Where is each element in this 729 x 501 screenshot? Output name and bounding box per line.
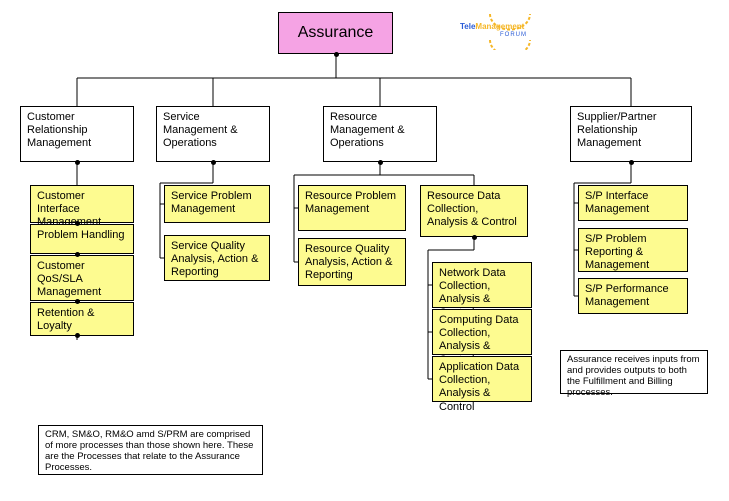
logo-text-left: Tele [460,22,475,31]
group-label: Customer Relationship Management [27,111,91,149]
leaf-label: Application Data Collection, Analysis & … [439,361,519,413]
leaf-label: Resource Data Collection, Analysis & Con… [427,190,517,228]
note-text: Assurance receives inputs from and provi… [567,354,700,398]
leaf-node: Application Data Collection, Analysis & … [432,356,532,402]
leaf-label: Customer QoS/SLA Management [37,260,101,298]
group-label: Resource Management & Operations [330,111,405,149]
leaf-node: Service Quality Analysis, Action & Repor… [164,235,270,281]
footnote-left: CRM, SM&O, RM&O amd S/PRM are comprised … [38,425,263,475]
footnote-right: Assurance receives inputs from and provi… [560,350,708,394]
leaf-node: S/P Performance Management [578,278,688,314]
leaf-node: Network Data Collection, Analysis & Cont… [432,262,532,308]
group-label: Supplier/Partner Relationship Management [577,111,657,149]
group-crm: Customer Relationship Management [20,106,134,162]
group-label: Service Management & Operations [163,111,238,149]
leaf-node: Resource Problem Management [298,185,406,231]
leaf-node: S/P Interface Management [578,185,688,221]
forum-logo: TeleManagement FORUM [460,8,560,50]
leaf-node: Service Problem Management [164,185,270,223]
leaf-label: Resource Quality Analysis, Action & Repo… [305,243,392,281]
group-sprm: Supplier/Partner Relationship Management [570,106,692,162]
leaf-node: Problem Handling [30,224,134,254]
leaf-label: S/P Performance Management [585,283,669,308]
leaf-node: Computing Data Collection, Analysis & Co… [432,309,532,355]
leaf-node: S/P Problem Reporting & Management [578,228,688,272]
group-smo: Service Management & Operations [156,106,270,162]
root-label: Assurance [298,23,374,42]
group-rmo: Resource Management & Operations [323,106,437,162]
leaf-label: Service Problem Management [171,190,252,215]
leaf-node: Resource Quality Analysis, Action & Repo… [298,238,406,286]
leaf-label: Customer Interface Management [37,190,101,228]
leaf-label: S/P Problem Reporting & Management [585,233,649,271]
logo-text-right: Management [475,22,524,31]
leaf-label: Problem Handling [37,229,124,241]
leaf-label: Retention & Loyalty [37,307,94,332]
leaf-node: Resource Data Collection, Analysis & Con… [420,185,528,237]
leaf-node: Retention & Loyalty [30,302,134,336]
leaf-label: Resource Problem Management [305,190,396,215]
leaf-label: S/P Interface Management [585,190,649,215]
leaf-node: Customer QoS/SLA Management [30,255,134,301]
leaf-node: Customer Interface Management [30,185,134,223]
root-node: Assurance [278,12,393,54]
note-text: CRM, SM&O, RM&O amd S/PRM are comprised … [45,429,253,473]
logo-forum: FORUM [500,32,527,38]
leaf-label: Service Quality Analysis, Action & Repor… [171,240,258,278]
